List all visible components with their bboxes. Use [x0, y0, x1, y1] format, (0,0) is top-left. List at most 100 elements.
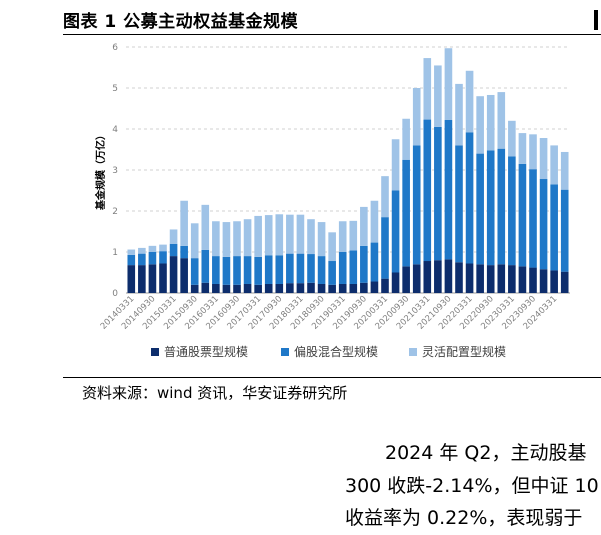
- bar-segment: [402, 159, 410, 267]
- bar-segment: [201, 282, 210, 293]
- bar-segment: [423, 261, 432, 293]
- bar-segment: [317, 256, 326, 284]
- bar-segment: [275, 255, 284, 284]
- title-divider: [63, 34, 601, 35]
- bar-segment: [455, 145, 463, 263]
- bar-segment: [169, 243, 178, 257]
- legend-swatch: [409, 348, 417, 356]
- bar-segment: [190, 284, 199, 293]
- bar-segment: [560, 189, 569, 272]
- bar-segment: [180, 245, 188, 259]
- bar-segment: [412, 145, 421, 265]
- bar-segment: [349, 250, 358, 284]
- bar-segment: [434, 65, 442, 127]
- bar-segment: [539, 138, 548, 180]
- bar-segment: [370, 200, 379, 243]
- bar-segment: [412, 88, 421, 146]
- bar-segment: [508, 156, 516, 266]
- bar-segment: [296, 214, 305, 254]
- y-tick-label: 2: [112, 207, 118, 217]
- bar-segment: [423, 58, 432, 120]
- bar-segment: [539, 269, 548, 293]
- bar-segment: [434, 260, 442, 293]
- bar-segment: [307, 219, 315, 255]
- bar-segment: [508, 265, 516, 293]
- bar-segment: [338, 221, 347, 252]
- bar-segment: [317, 222, 326, 257]
- bar-segment: [243, 219, 252, 257]
- y-tick-label: 1: [112, 248, 118, 258]
- bar-segment: [402, 118, 410, 160]
- bar-segment: [307, 254, 315, 283]
- bar-segment: [138, 253, 146, 266]
- bar-segment: [486, 265, 495, 293]
- bar-segment: [201, 249, 210, 283]
- bar-segment: [391, 272, 400, 293]
- bar-segment: [212, 283, 220, 293]
- bar-segment: [275, 214, 284, 256]
- bar-segment: [159, 244, 167, 252]
- bar-segment: [391, 190, 400, 273]
- bar-segment: [338, 252, 347, 284]
- bar-segment: [148, 252, 157, 265]
- bar-segment: [381, 176, 389, 218]
- bar-segment: [233, 256, 241, 285]
- body-text-line-3: 收益率为 0.22%，表现弱于: [345, 507, 583, 529]
- source-note: 资料来源：wind 资讯，华安证券研究所: [82, 384, 348, 402]
- bar-segment: [201, 204, 210, 250]
- bar-segment: [328, 261, 336, 285]
- bar-segment: [434, 126, 442, 261]
- bar-segment: [412, 264, 421, 293]
- bar-segment: [455, 262, 463, 293]
- bar-segment: [212, 256, 220, 284]
- bar-segment: [476, 153, 484, 265]
- body-text-line-2: 300 收跌-2.14%，但中证 10: [345, 475, 599, 497]
- bar-segment: [349, 220, 358, 251]
- y-tick-label: 4: [112, 125, 118, 135]
- bar-segment: [190, 223, 199, 259]
- bar-segment: [349, 283, 358, 293]
- bar-segment: [254, 256, 262, 285]
- bar-segment: [370, 242, 379, 282]
- bar-segment: [148, 245, 157, 252]
- bar-segment: [444, 119, 453, 260]
- legend-label: 灵活配置型规模: [422, 344, 506, 359]
- bar-segment: [275, 283, 284, 293]
- bar-segment: [169, 256, 178, 293]
- bar-segment: [243, 256, 252, 284]
- body-text-line-1: 2024 年 Q2，主动股基: [385, 442, 587, 464]
- bar-segment: [159, 263, 167, 293]
- bar-segment: [360, 282, 368, 293]
- bar-segment: [381, 217, 389, 279]
- bar-segment: [148, 264, 157, 293]
- bar-segment: [476, 96, 484, 154]
- bar-segment: [360, 245, 368, 283]
- bar-segment: [222, 222, 231, 257]
- bar-segment: [550, 184, 558, 271]
- bar-segment: [444, 259, 453, 293]
- bar-segment: [233, 221, 241, 257]
- bar-segment: [127, 254, 136, 266]
- bar-segment: [138, 265, 146, 293]
- bar-segment: [286, 283, 294, 293]
- bar-segment: [254, 284, 262, 293]
- bar-segment: [560, 151, 569, 190]
- source-divider: [63, 377, 601, 378]
- bar-segment: [455, 83, 463, 146]
- bar-segment: [264, 255, 273, 284]
- bar-segment: [486, 150, 495, 266]
- bar-segment: [529, 267, 537, 293]
- bar-segment: [286, 214, 294, 254]
- legend-label: 普通股票型规模: [164, 344, 248, 359]
- bar-segment: [264, 215, 273, 256]
- bar-segment: [233, 284, 241, 293]
- y-tick-label: 5: [112, 84, 118, 94]
- corner-marker: [594, 10, 598, 30]
- bar-segment: [296, 283, 305, 293]
- bar-segment: [518, 163, 527, 267]
- bar-segment: [539, 179, 548, 270]
- bar-segment: [486, 94, 495, 151]
- bar-segment: [529, 134, 537, 170]
- bar-segment: [138, 247, 146, 254]
- bar-segment: [518, 266, 527, 293]
